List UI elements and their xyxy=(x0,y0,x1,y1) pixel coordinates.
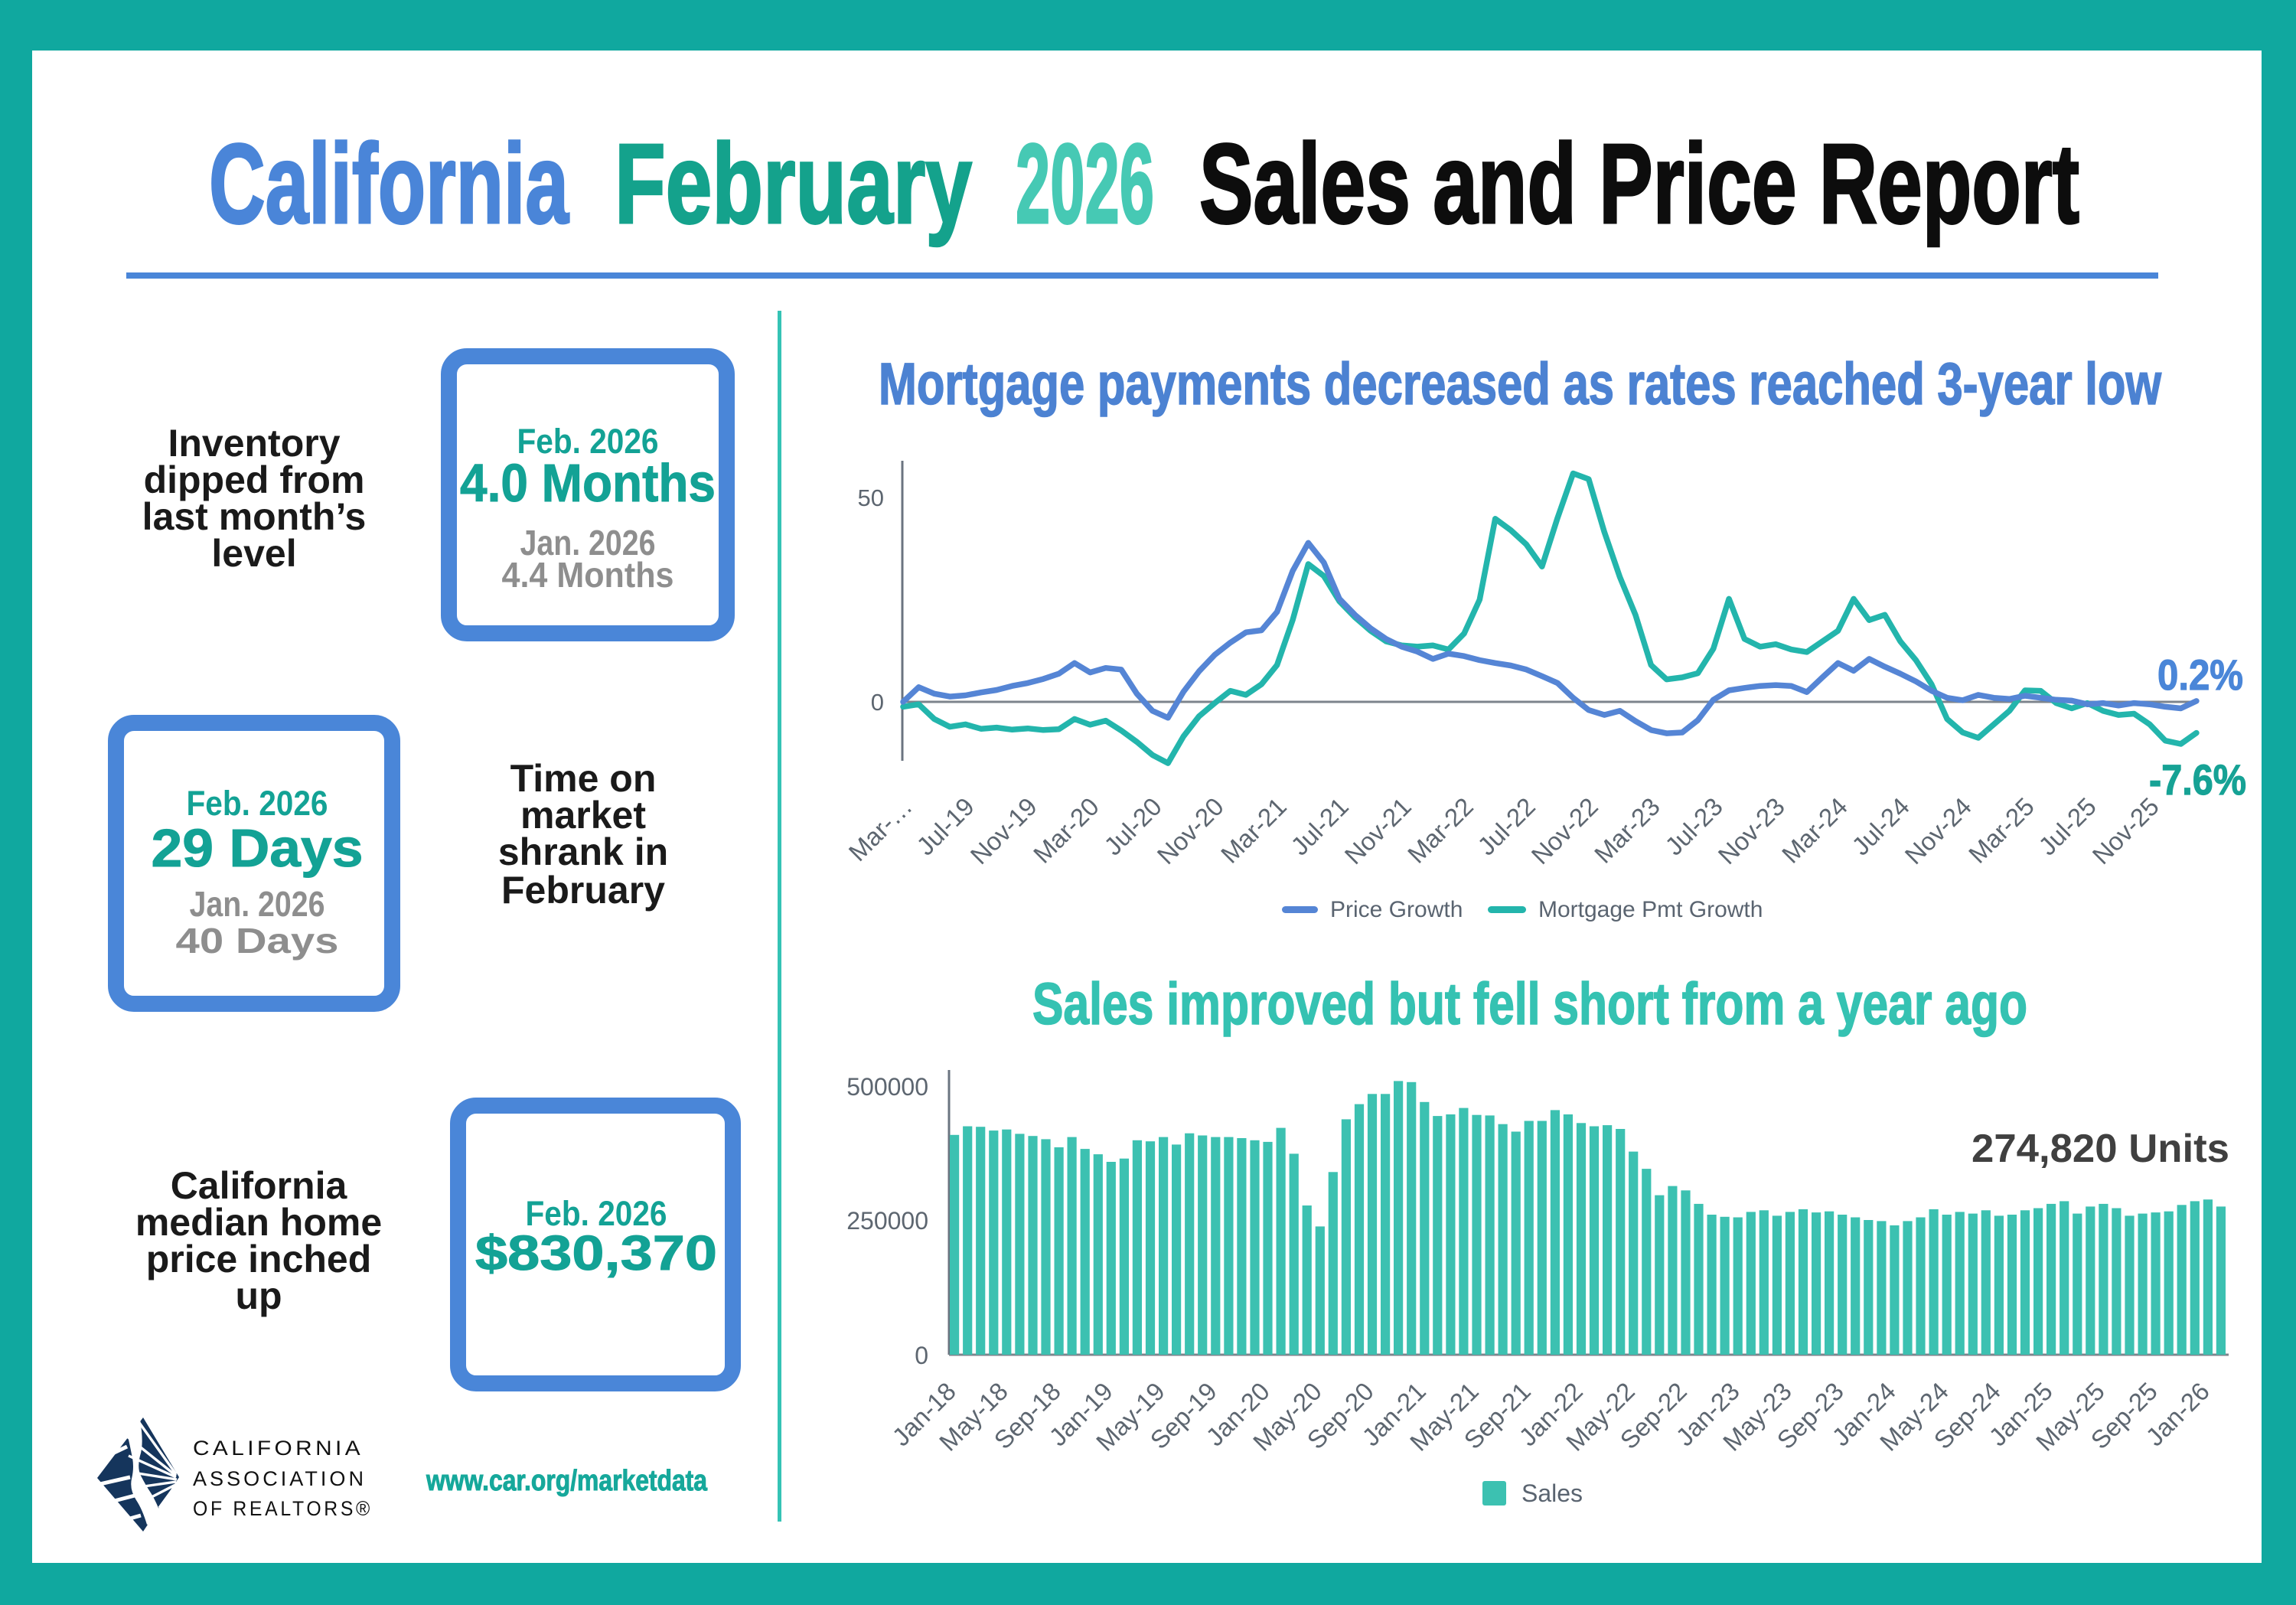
svg-text:4.4 Months: 4.4 Months xyxy=(502,555,674,595)
svg-text:dipped from: dipped from xyxy=(144,458,365,501)
svg-text:www.car.org/marketdata: www.car.org/marketdata xyxy=(426,1465,708,1497)
svg-text:2026: 2026 xyxy=(1016,121,1154,247)
svg-text:Mar-22: Mar-22 xyxy=(1402,792,1479,869)
svg-text:29 Days: 29 Days xyxy=(152,818,364,878)
svg-text:Mar-23: Mar-23 xyxy=(1589,792,1665,869)
svg-text:last month’s: last month’s xyxy=(142,495,367,538)
svg-text:250000: 250000 xyxy=(846,1207,928,1235)
svg-text:February: February xyxy=(615,121,972,247)
svg-text:Nov-22: Nov-22 xyxy=(1526,792,1603,869)
svg-text:0: 0 xyxy=(871,689,884,716)
svg-text:Nov-24: Nov-24 xyxy=(1900,792,1977,869)
svg-text:50: 50 xyxy=(858,484,884,511)
svg-text:500000: 500000 xyxy=(846,1073,928,1101)
svg-text:Nov-19: Nov-19 xyxy=(965,792,1042,869)
svg-text:-7.6%: -7.6% xyxy=(2149,755,2246,804)
svg-text:ASSOCIATION: ASSOCIATION xyxy=(193,1467,367,1490)
svg-text:4.0 Months: 4.0 Months xyxy=(460,453,716,513)
svg-text:274,820 Units: 274,820 Units xyxy=(1971,1127,2229,1171)
svg-text:Nov-21: Nov-21 xyxy=(1339,792,1417,869)
svg-text:California: California xyxy=(209,121,569,247)
svg-text:Sales improved but fell short: Sales improved but fell short from a yea… xyxy=(1032,971,2027,1037)
svg-text:Jan. 2026: Jan. 2026 xyxy=(190,884,325,924)
svg-text:Nov-23: Nov-23 xyxy=(1713,792,1790,869)
svg-text:Nov-20: Nov-20 xyxy=(1152,792,1229,869)
svg-text:40 Days: 40 Days xyxy=(176,921,339,961)
svg-text:Feb. 2026: Feb. 2026 xyxy=(187,784,328,823)
svg-text:Mar-21: Mar-21 xyxy=(1215,792,1292,869)
svg-text:price inched: price inched xyxy=(146,1238,372,1280)
svg-text:shrank in: shrank in xyxy=(498,830,668,873)
svg-text:Mar-24: Mar-24 xyxy=(1776,792,1853,869)
svg-text:Feb. 2026: Feb. 2026 xyxy=(526,1194,667,1233)
svg-text:OF REALTORS®: OF REALTORS® xyxy=(193,1497,373,1520)
svg-text:Mortgage Pmt Growth: Mortgage Pmt Growth xyxy=(1538,897,1763,922)
svg-text:Sales: Sales xyxy=(1521,1479,1583,1507)
svg-text:market: market xyxy=(520,794,646,837)
svg-text:Sales and Price Report: Sales and Price Report xyxy=(1199,121,2079,247)
svg-text:February: February xyxy=(501,869,665,912)
svg-text:CALIFORNIA: CALIFORNIA xyxy=(193,1437,364,1460)
svg-text:Mortgage payments decreased as: Mortgage payments decreased as rates rea… xyxy=(879,351,2162,417)
svg-text:0: 0 xyxy=(915,1342,928,1369)
svg-text:Time on: Time on xyxy=(510,757,657,800)
svg-text:Mar-…: Mar-… xyxy=(843,792,917,866)
svg-text:level: level xyxy=(211,532,296,575)
svg-text:$830,370: $830,370 xyxy=(475,1225,717,1280)
svg-text:Price Growth: Price Growth xyxy=(1330,897,1463,922)
svg-text:Inventory: Inventory xyxy=(168,422,340,465)
svg-text:up: up xyxy=(235,1274,282,1317)
svg-text:Feb. 2026: Feb. 2026 xyxy=(517,422,659,461)
svg-text:0.2%: 0.2% xyxy=(2157,651,2243,699)
svg-text:California: California xyxy=(171,1164,348,1207)
svg-text:Mar-20: Mar-20 xyxy=(1028,792,1104,869)
svg-text:median home: median home xyxy=(135,1201,382,1244)
svg-text:Mar-25: Mar-25 xyxy=(1963,792,2040,869)
svg-text:Jan. 2026: Jan. 2026 xyxy=(520,523,656,563)
